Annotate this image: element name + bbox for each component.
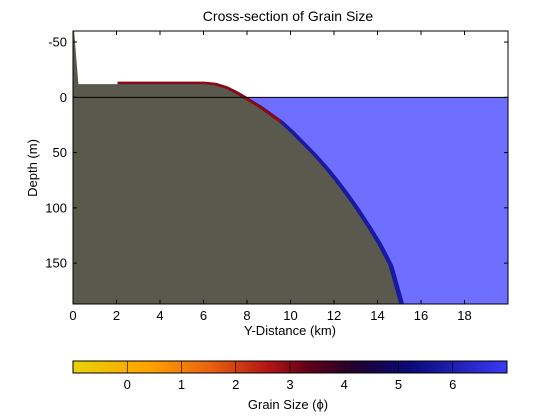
colorbar-tick-label: 0	[124, 377, 131, 392]
colorbar-tick-label: 6	[449, 377, 456, 392]
colorbar-tick-label: 2	[232, 377, 239, 392]
sediment-region	[73, 31, 508, 304]
y-tick-label: 150	[45, 256, 67, 271]
deposit-band-coarse	[117, 81, 282, 124]
x-tick-label: 4	[156, 308, 163, 323]
chart-title: Cross-section of Grain Size	[203, 8, 374, 24]
y-axis-label: Depth (m)	[25, 139, 40, 197]
colorbar-tick-label: 4	[341, 377, 348, 392]
x-axis: 0 2 4 6 8 10 12 14 16 18	[69, 31, 472, 323]
y-tick-label: 100	[45, 200, 67, 215]
plot-area	[73, 31, 508, 304]
x-tick-label: 8	[243, 308, 250, 323]
x-axis-label: Y-Distance (km)	[244, 323, 336, 338]
colorbar-tick-label: 1	[178, 377, 185, 392]
colorbar-ticks: 0 1 2 3 4 5 6	[124, 361, 456, 392]
y-axis: -50 0 50 100 150	[45, 35, 508, 271]
y-tick-label: 0	[60, 90, 67, 105]
colorbar-label: Grain Size (ϕ)	[248, 397, 328, 412]
colorbar-tick-label: 3	[286, 377, 293, 392]
x-tick-label: 14	[370, 308, 384, 323]
colorbar-tick-label: 5	[395, 377, 402, 392]
y-tick-label: 50	[53, 145, 67, 160]
x-tick-label: 16	[414, 308, 428, 323]
y-tick-label: -50	[48, 35, 67, 50]
x-tick-label: 18	[457, 308, 471, 323]
x-tick-label: 10	[283, 308, 297, 323]
x-tick-label: 6	[200, 308, 207, 323]
x-tick-label: 2	[113, 308, 120, 323]
x-tick-label: 0	[69, 308, 76, 323]
x-tick-label: 12	[327, 308, 341, 323]
